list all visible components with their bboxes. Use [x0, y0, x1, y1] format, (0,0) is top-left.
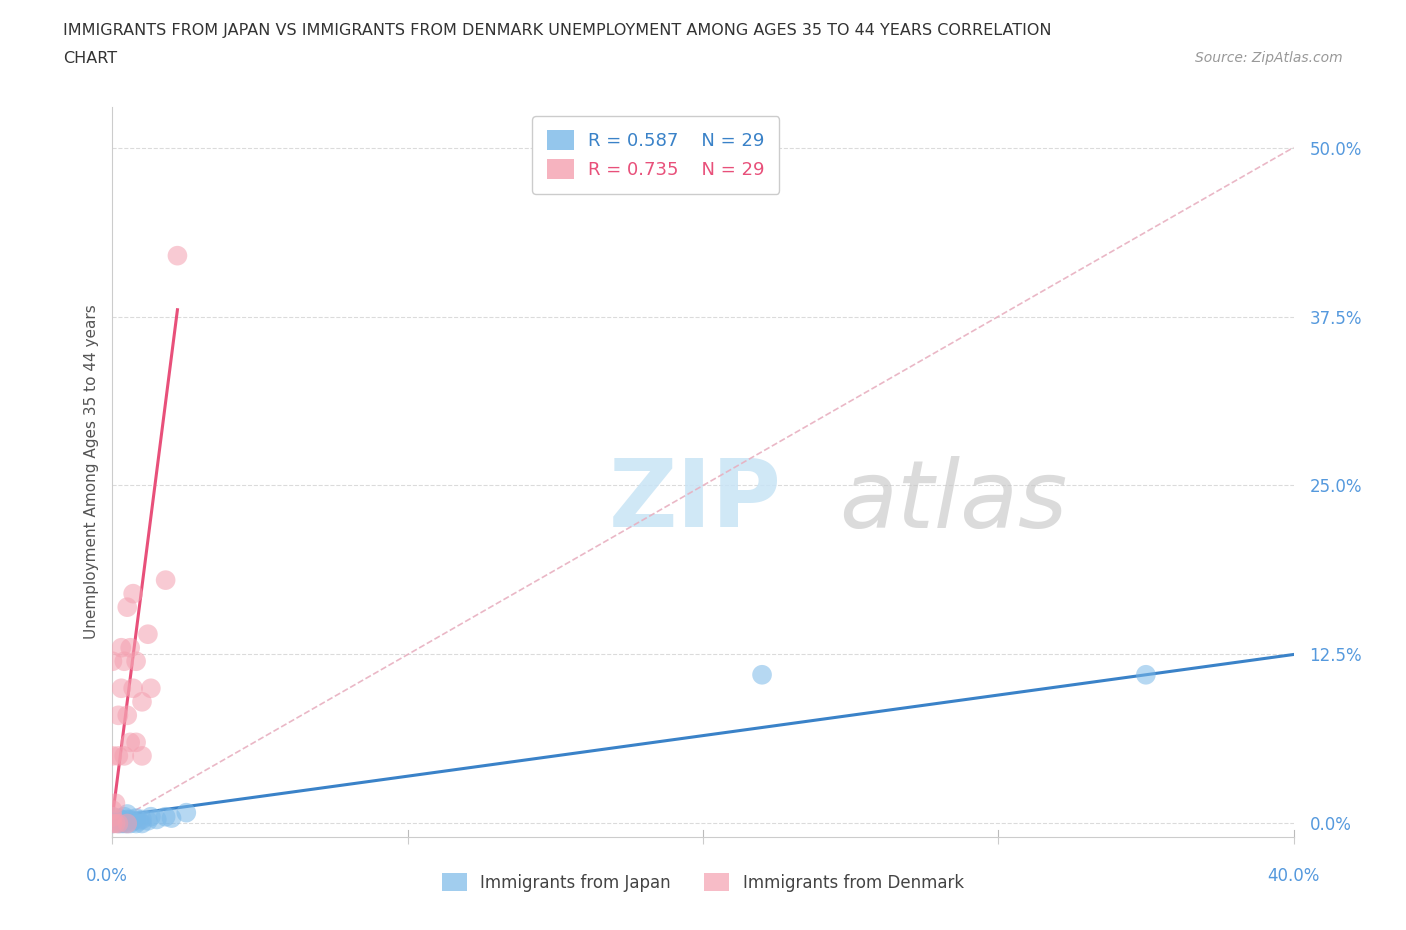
- Point: [122, 586, 145, 601]
- Point: [160, 811, 183, 826]
- Text: 40.0%: 40.0%: [1267, 867, 1320, 884]
- Point: [101, 816, 124, 830]
- Point: [112, 809, 135, 824]
- Point: [112, 814, 135, 829]
- Y-axis label: Unemployment Among Ages 35 to 44 years: Unemployment Among Ages 35 to 44 years: [83, 305, 98, 639]
- Point: [139, 809, 162, 824]
- Legend: R = 0.587    N = 29, R = 0.735    N = 29: R = 0.587 N = 29, R = 0.735 N = 29: [533, 116, 779, 193]
- Point: [122, 681, 145, 696]
- Point: [117, 816, 138, 830]
- Point: [139, 681, 162, 696]
- Point: [155, 573, 177, 588]
- Point: [112, 654, 135, 669]
- Point: [166, 248, 188, 263]
- Text: 0.0%: 0.0%: [86, 867, 128, 884]
- Point: [107, 811, 129, 826]
- Point: [117, 816, 138, 830]
- Point: [107, 749, 129, 764]
- Legend: Immigrants from Japan, Immigrants from Denmark: Immigrants from Japan, Immigrants from D…: [436, 867, 970, 898]
- Point: [136, 627, 159, 642]
- Point: [101, 654, 124, 669]
- Point: [125, 811, 148, 826]
- Point: [101, 803, 124, 817]
- Point: [101, 749, 124, 764]
- Point: [1135, 668, 1157, 683]
- Point: [107, 708, 129, 723]
- Point: [110, 812, 132, 827]
- Point: [125, 816, 148, 830]
- Point: [155, 809, 177, 824]
- Point: [128, 814, 150, 829]
- Text: CHART: CHART: [63, 51, 117, 66]
- Point: [110, 640, 132, 655]
- Point: [112, 749, 135, 764]
- Point: [117, 812, 138, 827]
- Point: [117, 806, 138, 821]
- Text: atlas: atlas: [839, 456, 1067, 547]
- Point: [101, 809, 124, 824]
- Text: IMMIGRANTS FROM JAPAN VS IMMIGRANTS FROM DENMARK UNEMPLOYMENT AMONG AGES 35 TO 4: IMMIGRANTS FROM JAPAN VS IMMIGRANTS FROM…: [63, 23, 1052, 38]
- Text: Source: ZipAtlas.com: Source: ZipAtlas.com: [1195, 51, 1343, 65]
- Point: [104, 796, 127, 811]
- Point: [125, 654, 148, 669]
- Point: [104, 816, 127, 830]
- Point: [110, 681, 132, 696]
- Point: [125, 735, 148, 750]
- Point: [146, 812, 169, 827]
- Point: [174, 805, 197, 820]
- Point: [131, 749, 153, 764]
- Point: [136, 814, 159, 829]
- Point: [120, 735, 142, 750]
- Point: [117, 600, 138, 615]
- Point: [751, 668, 773, 683]
- Point: [110, 816, 132, 830]
- Point: [131, 816, 153, 830]
- Point: [107, 816, 129, 830]
- Point: [101, 809, 124, 824]
- Point: [117, 708, 138, 723]
- Point: [107, 816, 129, 830]
- Point: [120, 816, 142, 830]
- Text: ZIP: ZIP: [609, 455, 782, 547]
- Point: [131, 695, 153, 710]
- Point: [101, 814, 124, 829]
- Point: [112, 816, 135, 830]
- Point: [120, 812, 142, 827]
- Point: [122, 814, 145, 829]
- Point: [101, 816, 124, 830]
- Point: [120, 640, 142, 655]
- Point: [131, 812, 153, 827]
